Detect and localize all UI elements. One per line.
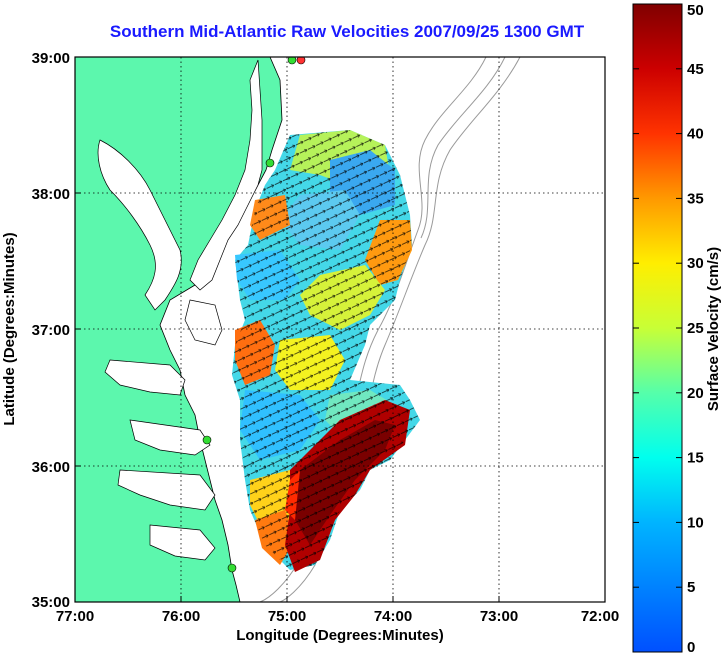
station-marker-alt bbox=[296, 57, 306, 65]
colorbar-tick-label: 30 bbox=[687, 255, 704, 272]
station-marker bbox=[265, 158, 275, 168]
lat-tick-label: 39:00 bbox=[32, 50, 70, 67]
lat-tick-label: 37:00 bbox=[32, 322, 70, 339]
colorbar-tick-label: 15 bbox=[687, 450, 704, 467]
map-title: Southern Mid-Atlantic Raw Velocities 200… bbox=[109, 22, 585, 41]
colorbar-tick-label: 25 bbox=[687, 320, 704, 337]
lat-tick-labels: 39:00 38:00 37:00 36:00 35:00 bbox=[32, 50, 70, 611]
colorbar: 0 5 10 15 20 25 30 35 40 45 50 Surface Velocity (c… bbox=[632, 2, 722, 656]
lon-tick-label: 72:00 bbox=[581, 608, 619, 625]
velocity-vectors bbox=[232, 130, 420, 570]
colorbar-gradient bbox=[632, 3, 683, 653]
colorbar-tick-label: 10 bbox=[687, 514, 704, 531]
lat-tick-label: 38:00 bbox=[32, 186, 70, 203]
colorbar-tick-label: 0 bbox=[687, 639, 695, 656]
lon-tick-label: 75:00 bbox=[268, 608, 306, 625]
colorbar-tick-label: 45 bbox=[687, 61, 704, 78]
colorbar-tick-label: 20 bbox=[687, 385, 704, 402]
lon-tick-label: 76:00 bbox=[162, 608, 200, 625]
colorbar-label: Surface Velocity (cm/s) bbox=[705, 247, 722, 411]
lon-tick-label: 73:00 bbox=[480, 608, 518, 625]
colorbar-tick-label: 5 bbox=[687, 579, 695, 596]
lon-tick-label: 77:00 bbox=[56, 608, 94, 625]
tick-marks bbox=[75, 192, 500, 602]
lon-tick-labels: 77:00 76:00 75:00 74:00 73:00 72:00 bbox=[56, 608, 619, 625]
colorbar-tick-label: 50 bbox=[687, 2, 704, 19]
station-marker bbox=[202, 435, 212, 445]
colorbar-tick-label: 40 bbox=[687, 126, 704, 143]
lat-tick-label: 36:00 bbox=[32, 459, 70, 476]
station-marker bbox=[227, 563, 237, 573]
colorbar-ticks: 0 5 10 15 20 25 30 35 40 45 50 bbox=[633, 2, 704, 656]
colorbar-tick-label: 35 bbox=[687, 190, 704, 207]
station-marker bbox=[287, 57, 297, 65]
lat-tick-label: 35:00 bbox=[32, 594, 70, 611]
x-axis-label: Longitude (Degrees:Minutes) bbox=[236, 627, 444, 644]
land-mass bbox=[75, 57, 283, 602]
y-axis-label: Latitude (Degrees:Minutes) bbox=[1, 232, 18, 425]
gridlines bbox=[75, 57, 605, 602]
lon-tick-label: 74:00 bbox=[374, 608, 412, 625]
